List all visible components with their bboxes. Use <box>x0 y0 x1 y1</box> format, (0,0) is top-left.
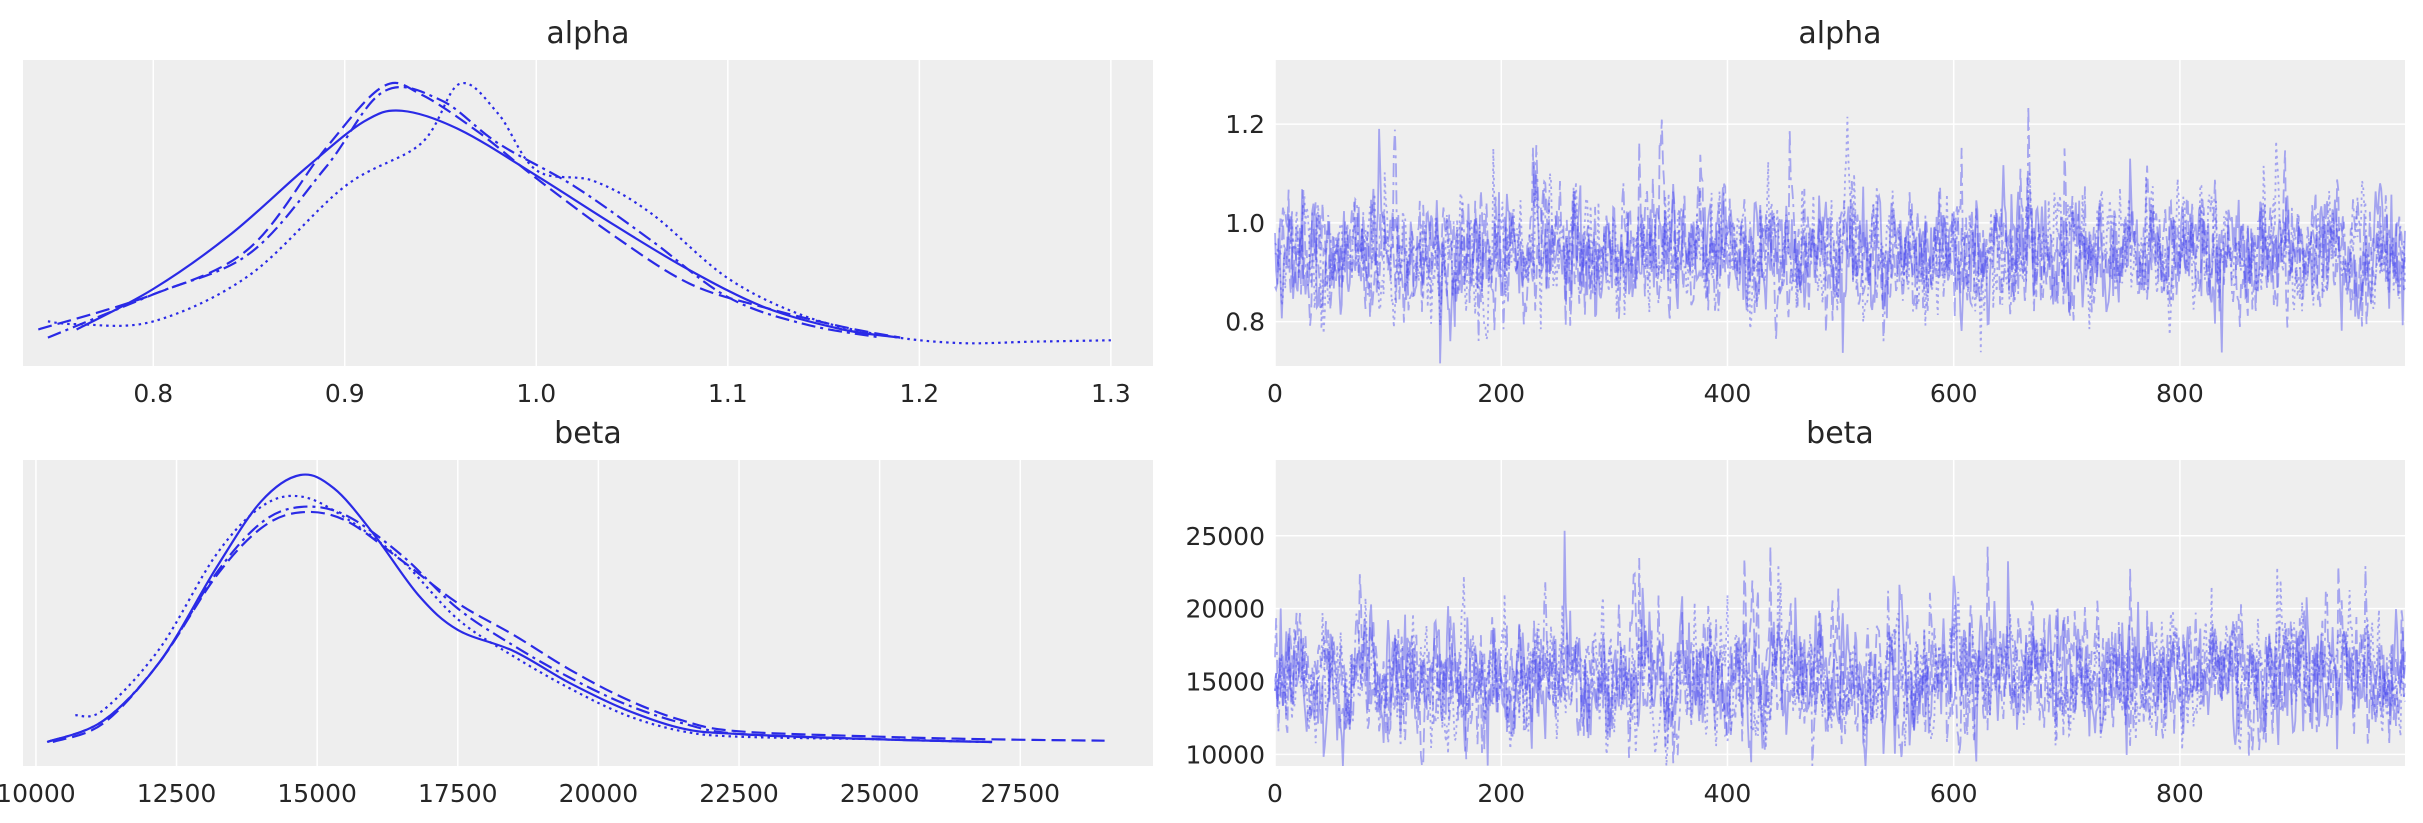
x-tick-label: 600 <box>1930 779 1978 808</box>
x-tick-label: 200 <box>1477 779 1525 808</box>
alpha-density-title: alpha <box>546 16 629 51</box>
trace-line-chain-1 <box>1274 546 2406 767</box>
y-tick-label: 25000 <box>1185 522 1265 551</box>
beta-density-title: beta <box>554 416 622 451</box>
x-tick-label: 400 <box>1704 379 1752 408</box>
trace-line-chain-2 <box>1274 105 2406 342</box>
trace-line-chain-0 <box>1274 530 2406 767</box>
trace-line-chain-3 <box>1274 564 2406 767</box>
x-tick-label: 12500 <box>137 779 217 808</box>
x-tick-label: 0.9 <box>325 379 365 408</box>
trace-line-chain-3 <box>1274 116 2406 353</box>
kde-line-dotted <box>47 81 1111 345</box>
beta-density-panel: beta 10000 12500 15000 17500 20000 22500 25000… <box>0 416 1153 808</box>
kde-line-dashed <box>37 81 901 339</box>
x-tick-label: 1.2 <box>899 379 939 408</box>
x-tick-label: 1.3 <box>1091 379 1131 408</box>
y-tick-label: 15000 <box>1185 667 1265 696</box>
kde-line-dashdot <box>47 85 882 339</box>
y-tick-label: 1.0 <box>1225 209 1265 238</box>
beta-density-plot-area <box>23 460 1153 766</box>
trace-line-chain-0 <box>1274 128 2406 364</box>
beta-trace-plot-area <box>1275 460 2405 766</box>
x-tick-label: 200 <box>1477 379 1525 408</box>
x-tick-label: 27500 <box>980 779 1060 808</box>
y-tick-label: 10000 <box>1185 740 1265 769</box>
x-tick-label: 10000 <box>0 779 76 808</box>
alpha-trace-panel: alpha 0 200 400 600 800 0.8 1.0 1.2 <box>1225 16 2406 408</box>
x-tick-label: 15000 <box>277 779 357 808</box>
y-tick-label: 20000 <box>1185 595 1265 624</box>
x-tick-label: 25000 <box>840 779 920 808</box>
alpha-density-panel: alpha 0.8 0.9 1.0 1.1 1.2 1.3 <box>23 16 1153 408</box>
kde-line-dotted <box>75 494 993 744</box>
x-tick-label: 0 <box>1267 379 1283 408</box>
alpha-trace-plot-area <box>1275 60 2405 366</box>
x-tick-label: 0 <box>1267 779 1283 808</box>
x-tick-label: 22500 <box>699 779 779 808</box>
x-tick-label: 800 <box>2156 779 2204 808</box>
x-tick-label: 0.8 <box>133 379 173 408</box>
y-tick-label: 1.2 <box>1225 110 1265 139</box>
alpha-density-plot-area <box>23 60 1153 366</box>
kde-line-dashdot <box>46 505 993 744</box>
x-tick-label: 1.0 <box>516 379 556 408</box>
x-tick-label: 600 <box>1930 379 1978 408</box>
x-tick-label: 800 <box>2156 379 2204 408</box>
beta-trace-panel: beta 0 200 400 600 800 10000 15000 20000 25000 <box>1185 416 2406 808</box>
trace-line-chain-2 <box>1274 557 2406 767</box>
beta-trace-title: beta <box>1806 416 1874 451</box>
x-tick-label: 17500 <box>418 779 498 808</box>
x-tick-label: 1.1 <box>708 379 748 408</box>
x-tick-label: 20000 <box>559 779 639 808</box>
x-tick-label: 400 <box>1704 779 1752 808</box>
trace-line-chain-1 <box>1274 119 2406 333</box>
y-tick-label: 0.8 <box>1225 308 1265 337</box>
alpha-trace-title: alpha <box>1798 16 1881 51</box>
